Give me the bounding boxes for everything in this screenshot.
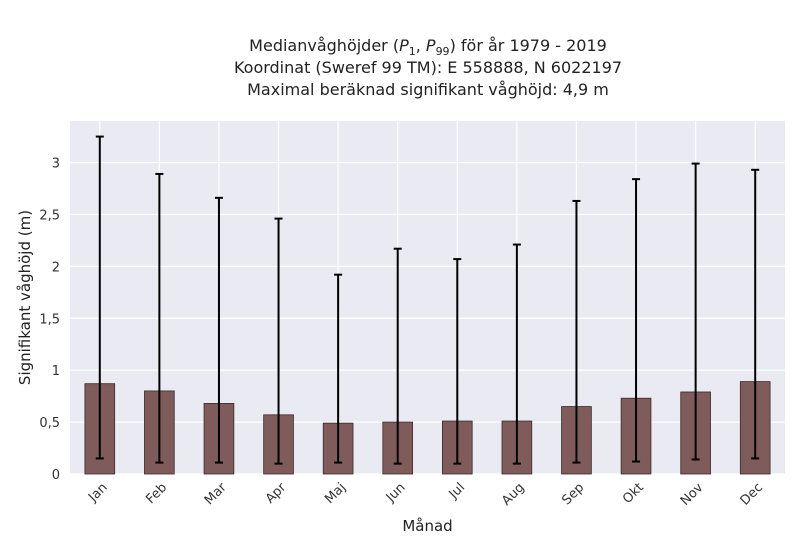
- error-bar-maj: [334, 273, 343, 464]
- y-tick-label: 0: [52, 468, 60, 483]
- y-tick-label: 3: [52, 157, 60, 172]
- error-bars: [95, 135, 760, 465]
- error-bar-dec: [751, 168, 760, 460]
- x-tick-mar: Mar: [202, 480, 230, 508]
- error-bar-aug: [512, 243, 521, 465]
- y-tick-labels: 0 0,5 1 1,5 2 2,5 3: [39, 157, 60, 483]
- error-bar-jul: [453, 258, 462, 465]
- plot-background: [70, 121, 785, 474]
- x-tick-maj: Maj: [322, 480, 349, 507]
- error-bar-jun: [393, 247, 402, 465]
- chart-title-line-1: Medianvåghöjder (P1, P99) för år 1979 - …: [249, 36, 607, 59]
- error-bar-mar: [214, 196, 223, 464]
- chart-title-line-3: Maximal beräknad signifikant våghöjd: 4,…: [247, 80, 609, 99]
- y-axis-label: Signifikant våghöjd (m): [16, 210, 34, 385]
- y-tick-label: 1,5: [39, 312, 60, 327]
- x-axis-label: Månad: [402, 517, 452, 535]
- error-bar-apr: [274, 217, 283, 465]
- y-tick-label: 0,5: [39, 416, 60, 431]
- y-tick-label: 2,5: [39, 208, 60, 223]
- x-tick-okt: Okt: [620, 480, 647, 507]
- x-tick-nov: Nov: [678, 480, 707, 509]
- error-bar-okt: [632, 178, 641, 463]
- error-bar-nov: [691, 162, 700, 461]
- x-tick-jul: Jul: [446, 480, 468, 502]
- x-tick-apr: Apr: [263, 480, 290, 507]
- x-tick-dec: Dec: [738, 480, 766, 508]
- x-tick-feb: Feb: [143, 480, 170, 507]
- error-bar-sep: [572, 199, 581, 464]
- error-bar-jan: [95, 135, 104, 460]
- y-tick-label: 1: [52, 364, 60, 379]
- x-tick-labels: Jan Feb Mar Apr Maj Jun Jul Aug Sep Okt Nov Dec: [85, 480, 766, 509]
- y-tick-label: 2: [52, 260, 60, 275]
- chart-title-line-2: Koordinat (Sweref 99 TM): E 558888, N 60…: [233, 58, 623, 77]
- x-tick-sep: Sep: [559, 480, 587, 508]
- error-bar-feb: [155, 172, 164, 464]
- x-tick-aug: Aug: [499, 480, 528, 509]
- x-tick-jun: Jun: [383, 480, 409, 506]
- x-tick-jan: Jan: [85, 480, 110, 505]
